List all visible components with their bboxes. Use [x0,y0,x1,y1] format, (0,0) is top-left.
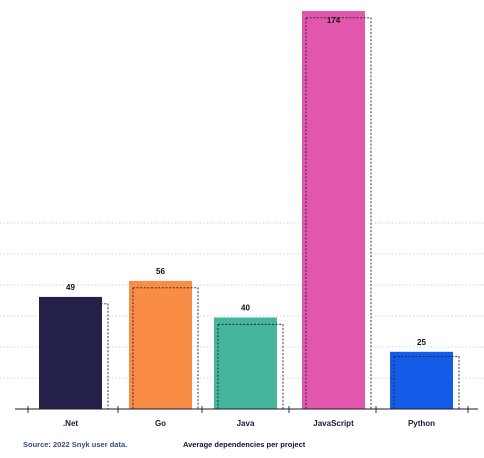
value-label: 56 [156,267,165,276]
category-label: Go [155,419,166,428]
reference-outline [394,355,460,409]
reference-outline [43,303,109,409]
category-label: Java [237,419,255,428]
reference-outline [306,17,372,409]
bar-java [214,317,277,409]
category-label: JavaScript [313,419,354,428]
value-label: 49 [66,283,75,292]
bar-go [129,280,192,409]
reference-outline [133,287,199,409]
value-label: 25 [417,338,426,347]
bar-javascript [302,11,365,409]
x-axis-title: Average dependencies per project [183,440,306,449]
bar-python [390,351,453,409]
bar--net [39,296,102,409]
category-label: Python [408,419,435,428]
value-label: 40 [241,304,250,313]
source-note: Source: 2022 Snyk user data. [23,440,128,449]
value-label: 174 [327,16,341,25]
category-label: .Net [63,419,78,428]
reference-outline [218,323,284,409]
